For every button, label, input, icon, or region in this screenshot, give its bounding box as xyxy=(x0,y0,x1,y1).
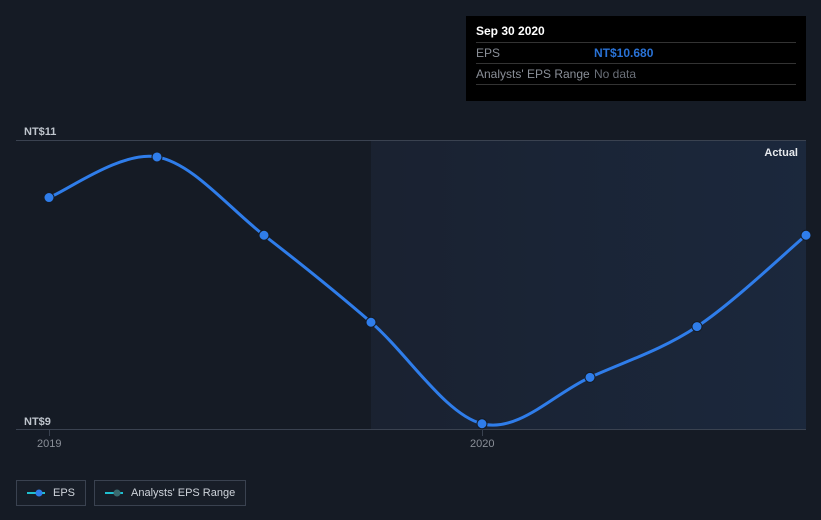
tooltip-row-label: EPS xyxy=(476,46,594,60)
tooltip-row-value: No data xyxy=(594,67,636,81)
tooltip-date: Sep 30 2020 xyxy=(476,24,796,43)
legend-swatch-icon xyxy=(27,488,45,498)
legend-swatch-icon xyxy=(105,488,123,498)
eps-line-chart xyxy=(16,141,806,429)
eps-point[interactable] xyxy=(477,419,487,429)
eps-point[interactable] xyxy=(259,230,269,240)
legend-item[interactable]: EPS xyxy=(16,480,86,506)
tooltip-row: Analysts' EPS RangeNo data xyxy=(476,64,796,85)
legend-label: EPS xyxy=(53,487,75,499)
x-tick xyxy=(482,430,483,436)
x-axis-label: 2020 xyxy=(470,438,494,450)
eps-point[interactable] xyxy=(152,152,162,162)
chart-legend: EPS Analysts' EPS Range xyxy=(16,480,246,506)
tooltip-row-label: Analysts' EPS Range xyxy=(476,67,594,81)
x-tick xyxy=(49,430,50,436)
tooltip-card: Sep 30 2020 EPSNT$10.680Analysts' EPS Ra… xyxy=(466,16,806,101)
eps-line xyxy=(49,156,806,425)
legend-item[interactable]: Analysts' EPS Range xyxy=(94,480,246,506)
eps-point[interactable] xyxy=(44,193,54,203)
tooltip-row: EPSNT$10.680 xyxy=(476,43,796,64)
eps-point[interactable] xyxy=(692,322,702,332)
legend-label: Analysts' EPS Range xyxy=(131,487,235,499)
y-axis-label-top: NT$11 xyxy=(24,126,56,138)
chart-plot-area: Actual xyxy=(16,140,806,430)
eps-point[interactable] xyxy=(366,317,376,327)
tooltip-row-value: NT$10.680 xyxy=(594,46,653,60)
eps-point[interactable] xyxy=(801,230,811,240)
eps-point[interactable] xyxy=(585,372,595,382)
x-axis-label: 2019 xyxy=(37,438,61,450)
